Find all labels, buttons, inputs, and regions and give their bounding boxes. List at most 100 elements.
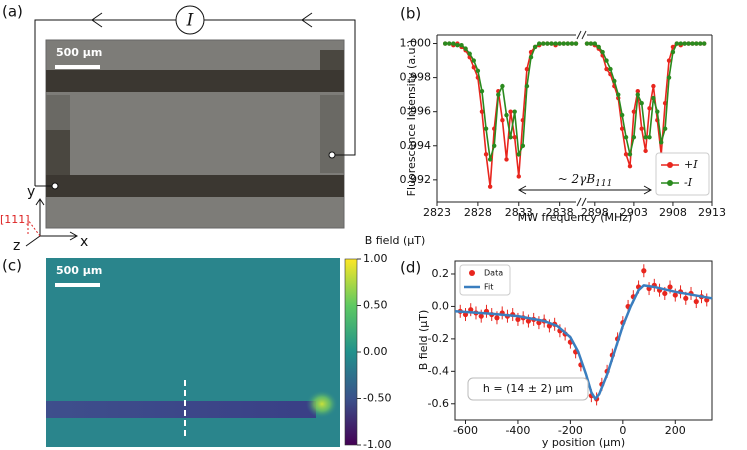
panel-label: (c)	[2, 257, 22, 275]
axis-label: z	[13, 238, 20, 254]
axis-label: x	[80, 234, 88, 250]
data-point	[463, 46, 468, 51]
data-point	[455, 43, 460, 48]
colorbar-tick-label: 0.50	[363, 299, 388, 312]
data-point	[600, 49, 605, 55]
data-point	[557, 41, 562, 46]
panel-label: (b)	[400, 5, 421, 23]
data-point	[553, 41, 558, 46]
x-tick-label: 2903	[620, 206, 648, 219]
data-point	[528, 54, 534, 60]
data-point	[467, 51, 472, 56]
data-point	[662, 290, 668, 297]
legend-label: Fit	[484, 283, 493, 292]
data-point	[512, 135, 517, 140]
data-point	[694, 41, 699, 46]
data-point	[541, 41, 546, 46]
field-band	[46, 401, 316, 418]
y-tick-label: 0.998	[400, 71, 432, 84]
x-tick-label: -600	[453, 424, 478, 437]
data-point	[619, 126, 625, 131]
scale-bar-label: 500 μm	[56, 46, 102, 59]
data-point	[643, 148, 648, 154]
data-point	[516, 174, 521, 179]
data-point	[674, 41, 680, 46]
data-point	[619, 112, 625, 118]
field-spot	[306, 390, 338, 418]
data-point	[479, 109, 485, 114]
pad	[46, 130, 70, 175]
data-point	[483, 152, 489, 157]
data-point	[596, 44, 601, 50]
x-tick-label: 2898	[581, 206, 609, 219]
data-point	[647, 106, 652, 111]
colorbar-tick-label: -0.50	[363, 392, 391, 405]
colorbar-tick-label: -1.00	[363, 438, 391, 450]
data-point	[608, 66, 613, 72]
annotation-text: ~ 2γB	[558, 172, 596, 186]
data-point	[451, 41, 456, 46]
pad	[320, 50, 344, 70]
data-point	[604, 66, 609, 72]
data-point	[537, 41, 542, 46]
data-point	[471, 65, 476, 70]
arrow-head	[643, 185, 653, 195]
circuit-wire	[204, 19, 356, 156]
legend-box	[655, 152, 710, 196]
data-point	[508, 135, 513, 140]
axis-break	[581, 30, 587, 40]
data-point	[584, 41, 590, 46]
data-point	[471, 58, 476, 63]
data-point	[698, 41, 703, 46]
axis-label: y	[27, 184, 35, 200]
data-point	[520, 143, 526, 148]
data-point	[504, 157, 509, 162]
data-point	[666, 75, 672, 80]
legend-swatch	[667, 162, 673, 168]
x-tick-label: 2823	[423, 206, 451, 219]
data-point	[588, 41, 594, 46]
x-tick-label: 2833	[505, 206, 533, 219]
current-arrow	[91, 12, 103, 28]
y-tick-label: 0.994	[400, 139, 432, 152]
axis-break	[581, 197, 587, 207]
data-point	[500, 83, 505, 89]
panel-c: (c) 500 μm B field (μT)	[2, 234, 425, 447]
colorbar-tick-label: 1.00	[363, 252, 388, 265]
y-axis-label: B field (μT)	[417, 310, 430, 371]
data-point	[478, 313, 484, 319]
fit-line	[454, 284, 713, 401]
data-point	[701, 41, 707, 46]
y-tick-label: 0.992	[400, 173, 432, 186]
x-tick-label: 2913	[698, 206, 726, 219]
data-point	[623, 135, 629, 140]
data-point	[483, 126, 489, 131]
y-tick-label: -0.2	[428, 332, 449, 345]
x-tick-label: 0	[619, 424, 626, 437]
scale-bar	[55, 283, 100, 287]
x-tick-label: 2828	[464, 206, 492, 219]
data-point	[662, 126, 668, 131]
x-axis-label: y position (μm)	[542, 436, 625, 449]
y-tick-label: 1.000	[400, 37, 432, 50]
panel-label: (d)	[400, 259, 421, 277]
colorbar	[344, 258, 358, 446]
data-point	[635, 92, 640, 97]
legend-label: Data	[484, 269, 503, 278]
data-point	[524, 66, 530, 72]
legend-label: -I	[684, 176, 693, 189]
data-point	[496, 92, 501, 97]
data-point	[627, 152, 633, 157]
source	[175, 5, 205, 35]
data-point	[651, 95, 656, 101]
direction-label: [111]	[0, 213, 30, 226]
data-point	[442, 41, 448, 46]
contact	[51, 182, 59, 190]
data-point	[647, 135, 652, 140]
data-point	[631, 109, 637, 114]
data-point	[459, 43, 464, 48]
current-arrow	[301, 12, 313, 28]
series-line	[445, 42, 576, 160]
circuit-wire	[34, 19, 176, 186]
source-label: I	[186, 11, 194, 31]
